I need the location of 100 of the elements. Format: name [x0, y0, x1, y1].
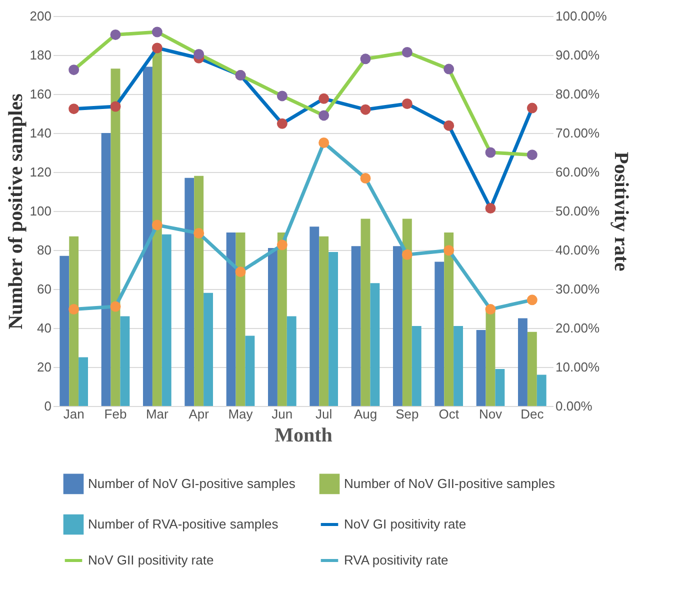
y-tick-label: 160 — [30, 86, 52, 102]
bar — [152, 51, 162, 406]
point — [194, 228, 204, 238]
bar — [360, 218, 370, 406]
y2-tick-label: 90.00% — [556, 48, 600, 62]
point — [526, 150, 538, 160]
legend-label: Number of NoV GII-positive samples — [344, 476, 556, 491]
point — [402, 98, 412, 109]
y2-tick-label: 80.00% — [556, 86, 600, 102]
legend-label: NoV GI positivity rate — [344, 516, 466, 532]
y-tick-label: 80 — [37, 242, 52, 258]
y-tick-label: 0 — [44, 398, 52, 414]
x-tick-label: Mar — [146, 406, 170, 422]
point — [485, 203, 496, 214]
point — [152, 26, 162, 38]
y2-tick-label: 40.00% — [556, 242, 600, 258]
point — [360, 104, 371, 115]
y2-tick-label: 20.00% — [556, 320, 600, 336]
x-tick-label: May — [228, 406, 254, 422]
bar — [60, 256, 70, 406]
point — [68, 64, 80, 76]
bar — [236, 232, 246, 406]
bar — [69, 236, 79, 406]
bar — [204, 292, 213, 406]
bar — [110, 68, 120, 406]
bar — [402, 218, 412, 406]
x-tick-label: Jan — [63, 406, 84, 422]
x-tick-label: Apr — [188, 406, 210, 422]
point — [68, 104, 80, 114]
point — [276, 90, 288, 102]
point — [485, 147, 496, 158]
y-tick-label: 20 — [37, 360, 52, 374]
y2-tick-label: 30.00% — [556, 282, 600, 296]
point — [526, 102, 538, 114]
bar — [162, 234, 172, 406]
point — [152, 220, 162, 230]
point — [110, 301, 121, 312]
point — [276, 118, 288, 129]
bar — [518, 318, 528, 406]
bar — [527, 332, 537, 406]
bar — [495, 368, 505, 406]
bar — [393, 246, 402, 406]
y-tick-label: 200 — [30, 8, 52, 24]
bar — [245, 336, 255, 406]
y2-tick-label: 70.00% — [556, 126, 600, 140]
bar — [486, 310, 496, 406]
point — [110, 29, 121, 40]
bar — [444, 232, 454, 406]
x-tick-label: Oct — [438, 406, 460, 422]
bar — [143, 66, 152, 406]
y2-tick-label: 60.00% — [556, 164, 600, 180]
point — [360, 173, 371, 184]
bar — [286, 316, 296, 406]
x-tick-label: Jul — [316, 406, 332, 422]
y2-tick-label: 0.00% — [556, 398, 593, 414]
legend-label: Number of RVA-positive samples — [88, 516, 279, 532]
x-tick-label: Aug — [354, 406, 378, 422]
x-tick-label: Sep — [396, 406, 419, 422]
bar — [351, 246, 361, 406]
x-tick-label: Jun — [272, 406, 293, 422]
point — [526, 294, 538, 306]
point — [485, 304, 496, 315]
point — [402, 249, 412, 260]
point — [110, 101, 121, 112]
y2-axis-title: Positivity rate — [610, 152, 632, 272]
x-tick-label: Nov — [478, 406, 503, 422]
bar — [120, 316, 130, 406]
bar — [268, 248, 278, 406]
y-tick-label: 180 — [30, 48, 52, 62]
legend-label: Number of NoV GI-positive samples — [88, 476, 296, 491]
point — [360, 54, 371, 64]
point — [318, 93, 330, 104]
y-tick-label: 40 — [37, 320, 52, 336]
bar — [434, 262, 444, 406]
point — [318, 110, 330, 121]
y2-tick-label: 50.00% — [556, 204, 600, 218]
x-tick-label: Feb — [104, 406, 127, 422]
bar — [536, 374, 546, 406]
point — [318, 138, 330, 148]
y2-tick-label: 100.00% — [556, 8, 608, 24]
point — [444, 120, 454, 131]
y2-tick-label: 10.00% — [556, 360, 600, 374]
bar — [194, 176, 204, 406]
y-tick-label: 140 — [30, 126, 52, 140]
point — [444, 64, 454, 74]
bar — [328, 252, 338, 406]
point — [444, 245, 454, 256]
bar — [454, 326, 463, 406]
bar — [101, 133, 111, 406]
bar — [78, 357, 88, 406]
bar — [184, 178, 194, 406]
point — [276, 240, 288, 250]
bar — [412, 326, 422, 406]
x-tick-label: Dec — [520, 406, 544, 422]
legend-label: RVA positivity rate — [344, 552, 448, 568]
bar — [310, 226, 320, 406]
bar — [277, 232, 287, 406]
y-axis-title: Number of positive samples — [4, 93, 27, 330]
x-axis-title: Month — [274, 424, 332, 446]
point — [402, 47, 412, 58]
